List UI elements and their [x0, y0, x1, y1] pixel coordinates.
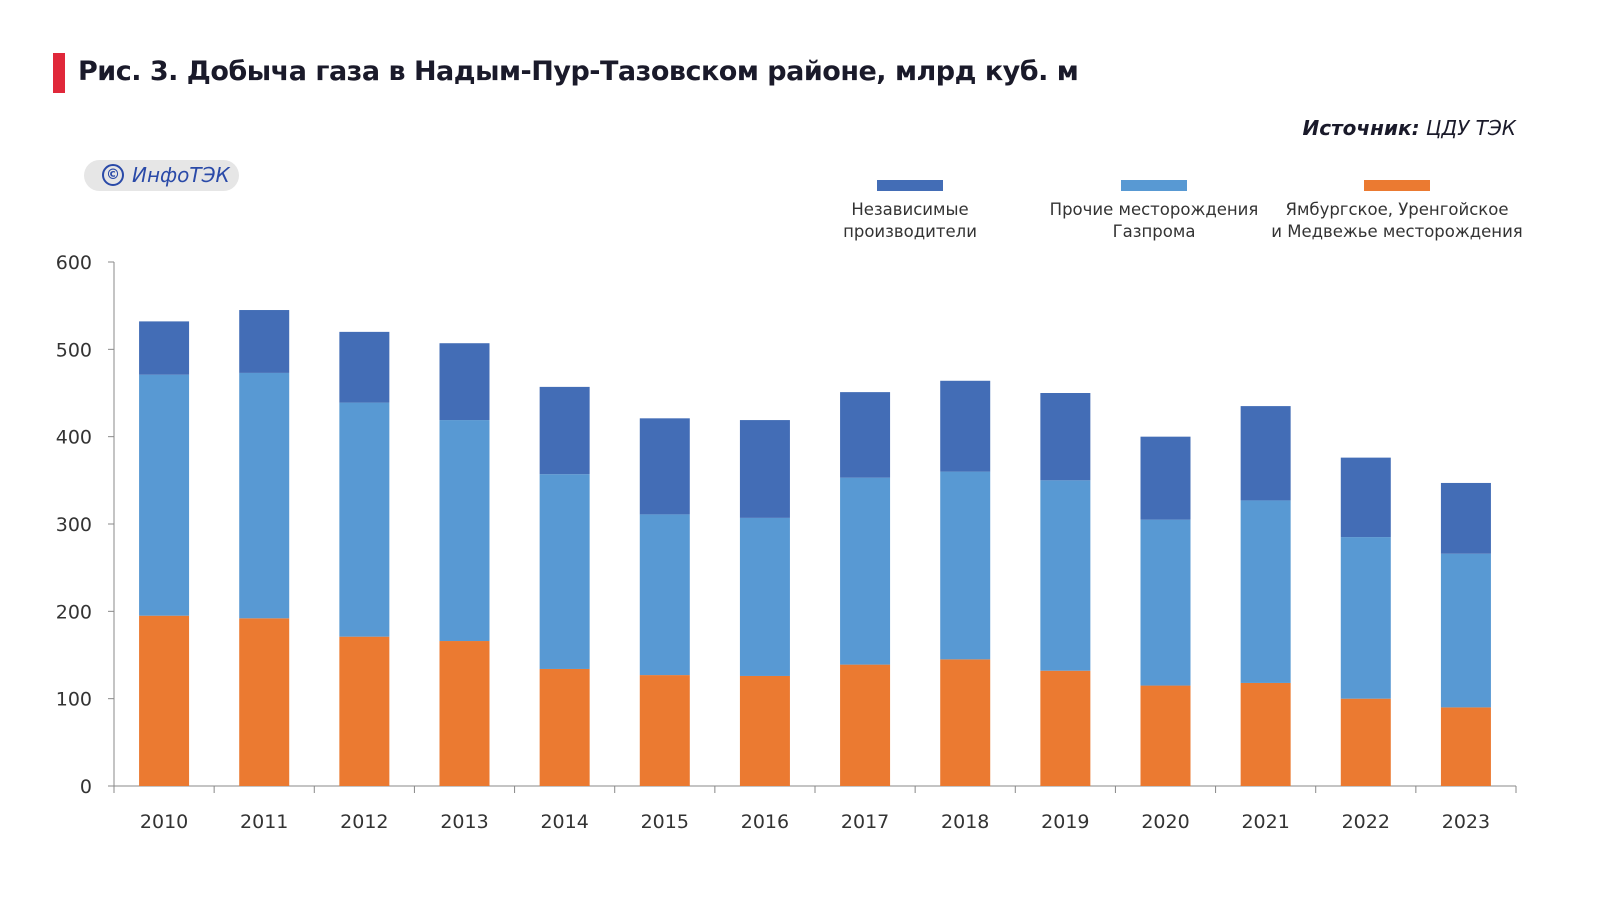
legend-label: Ямбургское, Уренгойское [1285, 200, 1508, 219]
bar-segment-2017-s2 [840, 392, 891, 478]
x-tick-label: 2011 [240, 811, 288, 833]
bar-segment-2019-s2 [1040, 393, 1091, 481]
x-tick-label: 2023 [1442, 811, 1490, 833]
x-tick-label: 2020 [1141, 811, 1189, 833]
x-tick-label: 2010 [140, 811, 188, 833]
x-tick-label: 2014 [540, 811, 588, 833]
copyright-icon: © [102, 164, 124, 186]
bar-segment-2021-s1 [1240, 500, 1291, 683]
legend-label: производители [843, 222, 977, 241]
bar-segment-2011-s0 [239, 618, 290, 786]
bar-segment-2014-s1 [539, 474, 590, 669]
bar-segment-2023-s2 [1440, 482, 1491, 554]
y-tick-label: 100 [56, 689, 92, 711]
x-tick-label: 2017 [841, 811, 889, 833]
chart-title: Рис. 3. Добыча газа в Надым-Пур-Тазовско… [78, 56, 1079, 87]
bar-segment-2011-s1 [239, 372, 290, 619]
y-tick-label: 400 [56, 427, 92, 449]
logo-text: ИнфоТЭК [132, 163, 230, 187]
x-tick-label: 2018 [941, 811, 989, 833]
source-label: Источник: [1302, 116, 1420, 140]
bar-segment-2019-s0 [1040, 670, 1091, 786]
bar-segment-2014-s0 [539, 668, 590, 786]
x-tick-label: 2022 [1342, 811, 1390, 833]
source-value: ЦДУ ТЭК [1425, 116, 1516, 140]
bar-segment-2020-s2 [1140, 436, 1191, 520]
bar-segment-2022-s0 [1340, 698, 1391, 786]
title-accent-bar [53, 53, 65, 93]
bar-segment-2017-s0 [840, 664, 891, 786]
legend-swatch [1364, 180, 1430, 191]
bar-segment-2021-s2 [1240, 406, 1291, 501]
y-tick-label: 0 [80, 776, 92, 798]
bar-segment-2016-s0 [739, 675, 790, 786]
bar-segment-2019-s1 [1040, 480, 1091, 671]
x-tick-label: 2021 [1241, 811, 1289, 833]
y-tick-label: 500 [56, 339, 92, 361]
legend-label: Газпрома [1113, 222, 1196, 241]
source-note: Источник: ЦДУ ТЭК [1303, 116, 1517, 140]
legend-label: Прочие месторождения [1050, 200, 1259, 219]
bar-segment-2015-s0 [639, 675, 690, 786]
bar-segment-2016-s1 [739, 517, 790, 676]
y-tick-label: 300 [56, 514, 92, 536]
x-tick-label: 2019 [1041, 811, 1089, 833]
bar-segment-2017-s1 [840, 477, 891, 665]
bar-segment-2013-s2 [439, 343, 490, 421]
x-tick-label: 2015 [641, 811, 689, 833]
bar-segment-2010-s0 [139, 615, 190, 786]
bar-segment-2015-s2 [639, 418, 690, 515]
bar-segment-2023-s0 [1440, 707, 1491, 786]
bar-segment-2022-s1 [1340, 537, 1391, 699]
bar-segment-2022-s2 [1340, 457, 1391, 538]
bar-segment-2010-s2 [139, 321, 190, 375]
bar-segment-2014-s2 [539, 386, 590, 475]
x-tick-label: 2012 [340, 811, 388, 833]
bar-segment-2015-s1 [639, 514, 690, 676]
bar-segment-2020-s0 [1140, 685, 1191, 786]
y-tick-label: 600 [56, 252, 92, 274]
bar-segment-2011-s2 [239, 310, 290, 373]
bar-segment-2010-s1 [139, 374, 190, 616]
bar-segment-2013-s1 [439, 420, 490, 642]
infotek-logo: © ИнфоТЭК [84, 160, 239, 191]
bar-segment-2018-s0 [940, 659, 991, 786]
bar-segment-2013-s0 [439, 641, 490, 786]
bar-segment-2012-s0 [339, 636, 390, 786]
bar-segment-2018-s1 [940, 471, 991, 660]
legend-swatch [877, 180, 943, 191]
bar-segment-2016-s2 [739, 420, 790, 518]
x-tick-label: 2013 [440, 811, 488, 833]
bar-segment-2021-s0 [1240, 682, 1291, 786]
bar-segment-2020-s1 [1140, 519, 1191, 686]
legend-label: Независимые [851, 200, 968, 219]
bar-segment-2018-s2 [940, 380, 991, 472]
bar-segment-2012-s2 [339, 331, 390, 403]
x-tick-label: 2016 [741, 811, 789, 833]
legend-swatch [1121, 180, 1187, 191]
bar-segment-2023-s1 [1440, 553, 1491, 708]
y-tick-label: 200 [56, 601, 92, 623]
bar-segment-2012-s1 [339, 402, 390, 637]
legend-label: и Медвежье месторождения [1271, 222, 1522, 241]
